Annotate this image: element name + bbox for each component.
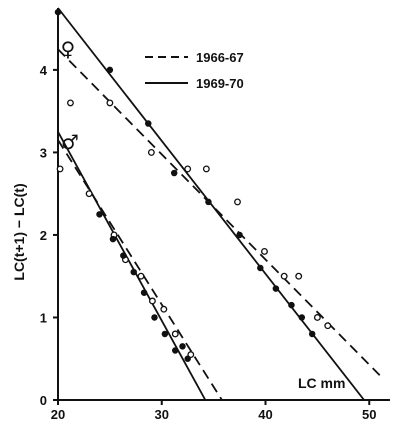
- female-point-1969-70: [54, 8, 62, 16]
- female-point-1966-67: [295, 272, 303, 280]
- legend-label-1966-67: 1966-67: [196, 50, 244, 65]
- male-point-1966-67: [85, 190, 93, 198]
- y-tick-label: 2: [40, 228, 47, 243]
- y-tick-label: 4: [40, 63, 48, 78]
- male-point-1966-67: [137, 272, 145, 280]
- male-point-1969-70: [171, 347, 179, 354]
- y-axis-title: LC(t+1) − LC(t): [11, 183, 27, 280]
- female-point-1969-70: [272, 285, 280, 292]
- x-tick-label: 30: [155, 407, 169, 422]
- y-ticks: 0 1 2 3 4: [40, 63, 58, 408]
- data-points: [54, 8, 332, 362]
- female-point-1966-67: [202, 165, 210, 173]
- male-point-1969-70: [161, 330, 169, 338]
- female-point-1969-70: [298, 314, 306, 321]
- legend-label-1969-70: 1969-70: [196, 76, 244, 91]
- male-symbol-label: ♂: [61, 130, 79, 154]
- female-point-1969-70: [257, 264, 264, 272]
- female-point-1966-67: [147, 148, 155, 156]
- female-point-1966-67: [106, 99, 114, 107]
- male-point-1969-70: [140, 289, 148, 296]
- female-point-1966-67: [66, 99, 74, 107]
- male-point-1969-70: [120, 252, 127, 259]
- y-tick-label: 0: [40, 393, 47, 408]
- female-fit-line-1966-67: [57, 48, 385, 381]
- x-ticks: 20 30 40 50: [51, 400, 376, 422]
- female-point-1969-70: [106, 66, 114, 74]
- fit-lines: [57, 7, 385, 401]
- female-fit-line-1969-70: [57, 7, 365, 401]
- female-point-1966-67: [261, 248, 268, 255]
- female-point-1966-67: [280, 272, 288, 280]
- female-point-1969-70: [288, 301, 295, 309]
- legend: 1966-67 1969-70: [145, 50, 244, 91]
- female-point-1969-70: [170, 169, 178, 177]
- x-tick-label: 20: [51, 407, 65, 422]
- female-point-1966-67: [184, 165, 192, 173]
- male-point-1969-70: [130, 268, 137, 276]
- male-fit-line-1966-67: [57, 139, 223, 401]
- female-point-1969-70: [236, 231, 243, 239]
- male-point-1966-67: [160, 305, 168, 313]
- male-point-1969-70: [151, 314, 158, 321]
- female-point-1969-70: [145, 120, 152, 127]
- male-point-1969-70: [184, 355, 191, 362]
- female-point-1966-67: [324, 322, 332, 330]
- female-point-1969-70: [308, 330, 316, 338]
- male-point-1969-70: [96, 211, 103, 218]
- male-point-1969-70: [109, 235, 117, 243]
- x-tick-label: 40: [258, 407, 272, 422]
- male-point-1966-67: [56, 165, 64, 173]
- male-fit-line-1969-70: [57, 131, 207, 401]
- plot-area: 20 30 40 50 0 1 2 3 4: [40, 7, 390, 422]
- female-point-1969-70: [205, 198, 212, 206]
- y-tick-label: 1: [40, 310, 47, 325]
- female-point-1966-67: [313, 314, 321, 321]
- male-point-1969-70: [179, 343, 186, 350]
- male-point-1966-67: [171, 330, 179, 338]
- x-axis-title: LC mm: [298, 375, 345, 391]
- female-symbol-label: ♀: [61, 37, 76, 61]
- male-point-1966-67: [148, 297, 156, 305]
- x-tick-label: 50: [362, 407, 376, 422]
- female-point-1966-67: [234, 198, 241, 206]
- y-tick-label: 3: [40, 145, 47, 160]
